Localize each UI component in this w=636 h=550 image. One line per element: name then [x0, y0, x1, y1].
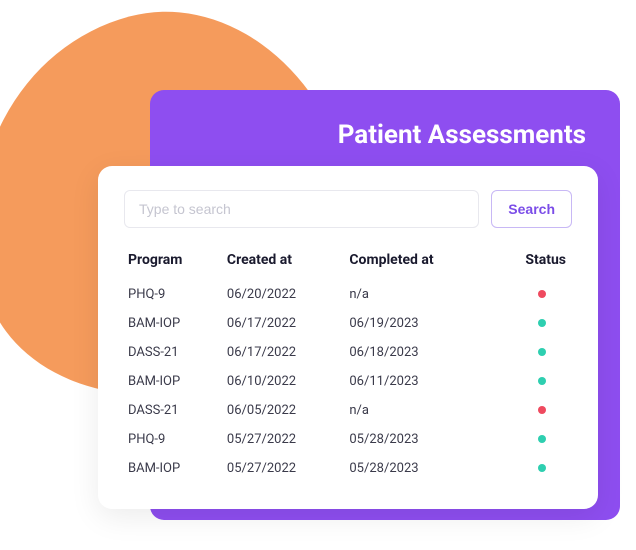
cell-completed: 06/19/2023 — [345, 309, 491, 338]
cell-completed: n/a — [345, 396, 491, 425]
cell-created: 06/05/2022 — [223, 396, 345, 425]
cell-program: DASS-21 — [124, 338, 223, 367]
table-row: DASS-2106/05/2022n/a — [124, 396, 572, 425]
cell-completed: 05/28/2023 — [345, 425, 491, 454]
table-row: BAM-IOP05/27/202205/28/2023 — [124, 454, 572, 483]
col-program: Program — [124, 246, 223, 280]
table-row: BAM-IOP06/10/202206/11/2023 — [124, 367, 572, 396]
assessments-panel: Search Program Created at Completed at S… — [98, 166, 598, 509]
cell-program: DASS-21 — [124, 396, 223, 425]
table-row: DASS-2106/17/202206/18/2023 — [124, 338, 572, 367]
cell-completed: n/a — [345, 280, 491, 309]
search-button[interactable]: Search — [491, 190, 572, 228]
table-row: PHQ-906/20/2022n/a — [124, 280, 572, 309]
status-dot-icon — [538, 464, 546, 472]
status-dot-icon — [538, 377, 546, 385]
page-title: Patient Assessments — [184, 120, 586, 150]
cell-created: 06/20/2022 — [223, 280, 345, 309]
cell-status — [492, 309, 572, 338]
cell-completed: 06/18/2023 — [345, 338, 491, 367]
status-dot-icon — [538, 319, 546, 327]
cell-created: 06/17/2022 — [223, 309, 345, 338]
search-input[interactable] — [124, 190, 479, 228]
cell-created: 05/27/2022 — [223, 454, 345, 483]
cell-status — [492, 367, 572, 396]
cell-created: 06/10/2022 — [223, 367, 345, 396]
cell-created: 05/27/2022 — [223, 425, 345, 454]
col-created: Created at — [223, 246, 345, 280]
assessments-table: Program Created at Completed at Status P… — [124, 246, 572, 483]
cell-created: 06/17/2022 — [223, 338, 345, 367]
cell-program: PHQ-9 — [124, 425, 223, 454]
cell-program: BAM-IOP — [124, 454, 223, 483]
cell-program: PHQ-9 — [124, 280, 223, 309]
cell-completed: 06/11/2023 — [345, 367, 491, 396]
cell-program: BAM-IOP — [124, 367, 223, 396]
cell-status — [492, 396, 572, 425]
cell-completed: 05/28/2023 — [345, 454, 491, 483]
cell-status — [492, 454, 572, 483]
col-status: Status — [492, 246, 572, 280]
cell-program: BAM-IOP — [124, 309, 223, 338]
table-row: BAM-IOP06/17/202206/19/2023 — [124, 309, 572, 338]
cell-status — [492, 338, 572, 367]
table-row: PHQ-905/27/202205/28/2023 — [124, 425, 572, 454]
status-dot-icon — [538, 406, 546, 414]
cell-status — [492, 425, 572, 454]
status-dot-icon — [538, 290, 546, 298]
cell-status — [492, 280, 572, 309]
col-completed: Completed at — [345, 246, 491, 280]
search-row: Search — [124, 190, 572, 228]
status-dot-icon — [538, 435, 546, 443]
status-dot-icon — [538, 348, 546, 356]
